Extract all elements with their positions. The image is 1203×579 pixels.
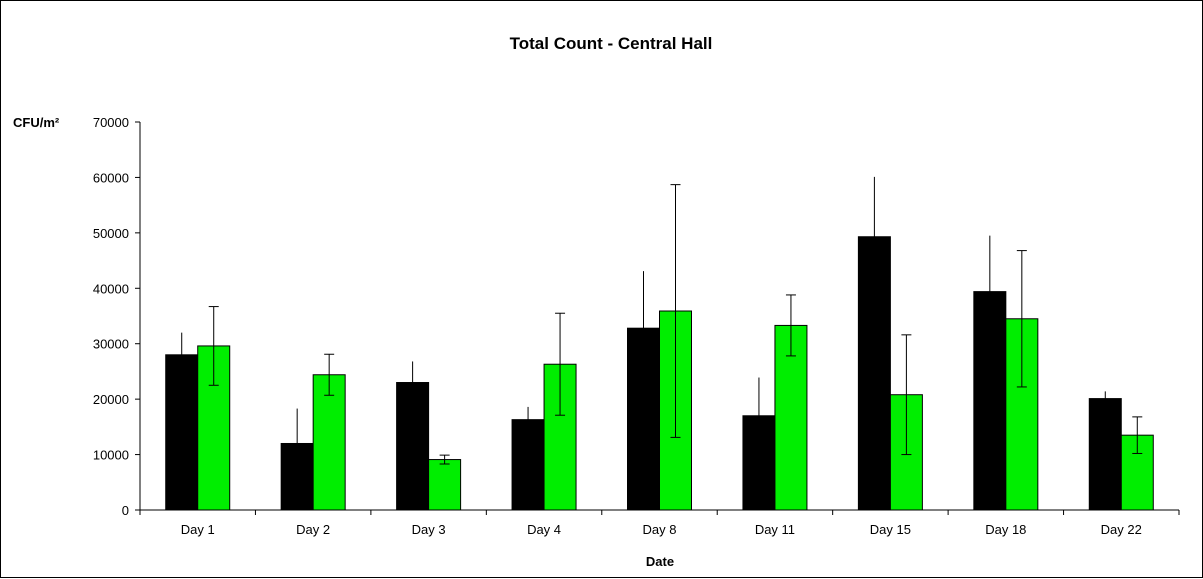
bar-black	[165, 354, 199, 511]
y-tick-label: 30000	[93, 337, 129, 352]
y-tick-label: 10000	[93, 448, 129, 463]
x-tick-label: Day 18	[985, 522, 1026, 537]
bar-black	[280, 442, 314, 511]
y-tick-label: 70000	[93, 115, 129, 130]
x-tick-label: Day 11	[755, 522, 795, 537]
bar-black	[973, 291, 1007, 511]
bar-black	[396, 382, 430, 511]
x-tick-label: Day 2	[296, 522, 330, 537]
chart-title: Total Count - Central Hall	[510, 34, 713, 53]
x-tick-label: Day 3	[412, 522, 446, 537]
bar-green	[197, 345, 231, 511]
bar-black	[857, 236, 891, 511]
y-tick-label: 50000	[93, 226, 129, 241]
y-tick-label: 60000	[93, 170, 129, 185]
y-tick-label: 0	[122, 503, 129, 518]
x-tick-label: Day 4	[527, 522, 561, 537]
bar-green	[312, 374, 346, 511]
bar-green	[428, 459, 462, 511]
y-axis-label: CFU/m²	[13, 115, 60, 130]
bar-black	[511, 419, 545, 511]
bar-black	[1088, 398, 1122, 511]
x-axis-label: Date	[646, 554, 674, 569]
bar-black	[627, 327, 660, 511]
y-tick-label: 20000	[93, 392, 129, 407]
x-tick-label: Day 8	[643, 522, 677, 537]
y-tick-label: 40000	[93, 281, 129, 296]
x-tick-label: Day 22	[1101, 522, 1142, 537]
bar-black	[742, 415, 776, 511]
x-tick-label: Day 15	[870, 522, 911, 537]
plot-area: 0 10000 20000 30000 40000 50000 60000 70000 Day …	[93, 115, 1180, 537]
x-tick-label: Day 1	[181, 522, 215, 537]
